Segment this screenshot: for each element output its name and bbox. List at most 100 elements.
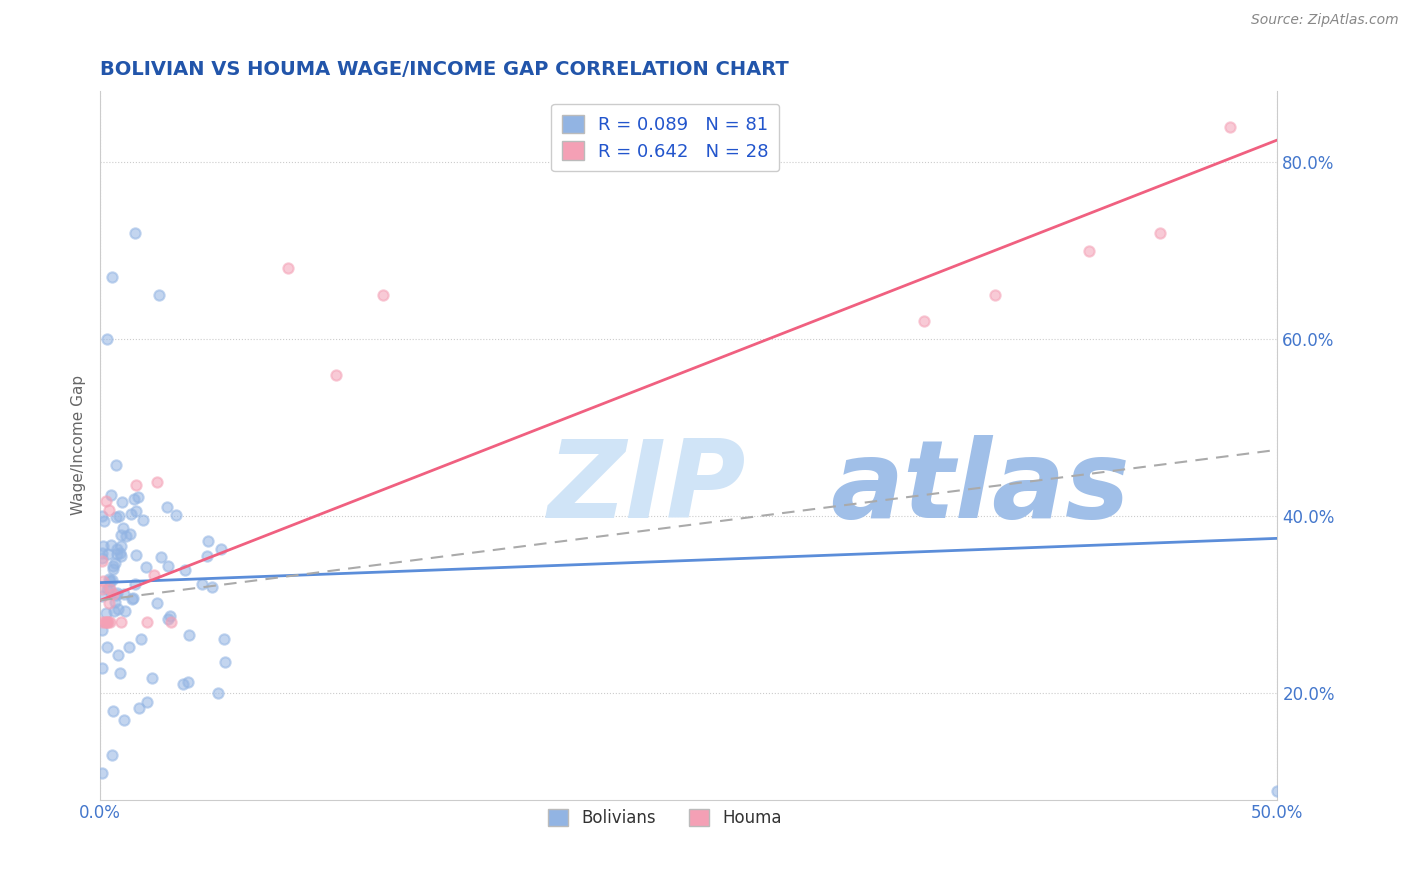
- Point: [197, 533, 219, 548]
- Point: [103, 559, 125, 574]
- Point: [101, 562, 124, 576]
- Point: [1219, 120, 1241, 134]
- Point: [912, 314, 935, 328]
- Point: [93, 574, 115, 588]
- Point: [108, 508, 131, 523]
- Point: [191, 577, 214, 591]
- Point: [121, 591, 143, 605]
- Point: [110, 528, 132, 542]
- Point: [94, 494, 117, 508]
- Point: [91, 546, 114, 560]
- Point: [93, 514, 115, 528]
- Point: [156, 500, 179, 514]
- Point: [122, 492, 145, 507]
- Point: [125, 478, 148, 492]
- Point: [179, 627, 201, 641]
- Point: [96, 640, 118, 654]
- Y-axis label: Wage/Income Gap: Wage/Income Gap: [72, 376, 86, 516]
- Point: [98, 596, 121, 610]
- Point: [146, 475, 169, 490]
- Point: [325, 368, 347, 382]
- Point: [148, 288, 170, 302]
- Point: [91, 554, 114, 568]
- Point: [157, 612, 180, 626]
- Point: [112, 713, 135, 727]
- Point: [125, 504, 148, 518]
- Text: Source: ZipAtlas.com: Source: ZipAtlas.com: [1251, 13, 1399, 28]
- Point: [117, 640, 139, 655]
- Point: [96, 615, 118, 630]
- Point: [110, 615, 132, 630]
- Point: [91, 615, 114, 630]
- Point: [101, 748, 124, 763]
- Point: [136, 695, 159, 709]
- Point: [107, 648, 129, 662]
- Point: [104, 556, 127, 570]
- Point: [156, 558, 179, 573]
- Text: ZIP: ZIP: [547, 435, 745, 541]
- Point: [135, 615, 157, 630]
- Point: [96, 547, 118, 561]
- Point: [212, 632, 235, 646]
- Point: [124, 577, 146, 591]
- Point: [103, 604, 125, 618]
- Point: [131, 632, 153, 647]
- Point: [127, 491, 149, 505]
- Point: [104, 595, 127, 609]
- Point: [159, 608, 181, 623]
- Point: [91, 661, 114, 675]
- Point: [98, 581, 121, 595]
- Point: [91, 551, 114, 566]
- Point: [177, 674, 200, 689]
- Point: [132, 513, 155, 527]
- Point: [207, 686, 229, 700]
- Point: [100, 615, 122, 630]
- Point: [100, 582, 122, 597]
- Point: [172, 677, 194, 691]
- Point: [142, 567, 165, 582]
- Point: [1149, 226, 1171, 240]
- Point: [97, 572, 120, 586]
- Point: [173, 563, 195, 577]
- Point: [371, 288, 394, 302]
- Point: [91, 766, 114, 780]
- Point: [97, 503, 120, 517]
- Point: [984, 288, 1007, 302]
- Point: [91, 623, 114, 637]
- Text: BOLIVIAN VS HOUMA WAGE/INCOME GAP CORRELATION CHART: BOLIVIAN VS HOUMA WAGE/INCOME GAP CORREL…: [100, 60, 789, 78]
- Point: [125, 548, 148, 562]
- Point: [101, 587, 124, 601]
- Point: [91, 582, 114, 596]
- Point: [103, 705, 125, 719]
- Point: [111, 521, 134, 535]
- Point: [108, 665, 131, 680]
- Point: [141, 671, 163, 685]
- Point: [114, 604, 136, 618]
- Point: [91, 509, 114, 524]
- Point: [214, 655, 236, 669]
- Point: [159, 615, 181, 630]
- Point: [105, 510, 128, 524]
- Point: [115, 529, 138, 543]
- Point: [108, 545, 131, 559]
- Point: [165, 508, 187, 522]
- Point: [97, 615, 120, 630]
- Point: [101, 573, 124, 587]
- Point: [124, 226, 146, 240]
- Point: [1078, 244, 1101, 258]
- Point: [94, 606, 117, 620]
- Point: [101, 270, 124, 285]
- Point: [146, 596, 169, 610]
- Point: [1267, 783, 1289, 797]
- Point: [110, 549, 132, 563]
- Point: [91, 589, 114, 603]
- Point: [96, 615, 118, 630]
- Point: [100, 488, 122, 502]
- Point: [96, 582, 118, 597]
- Point: [121, 591, 143, 606]
- Point: [105, 542, 128, 557]
- Point: [120, 507, 142, 521]
- Point: [120, 527, 142, 541]
- Point: [96, 332, 118, 346]
- Point: [128, 700, 150, 714]
